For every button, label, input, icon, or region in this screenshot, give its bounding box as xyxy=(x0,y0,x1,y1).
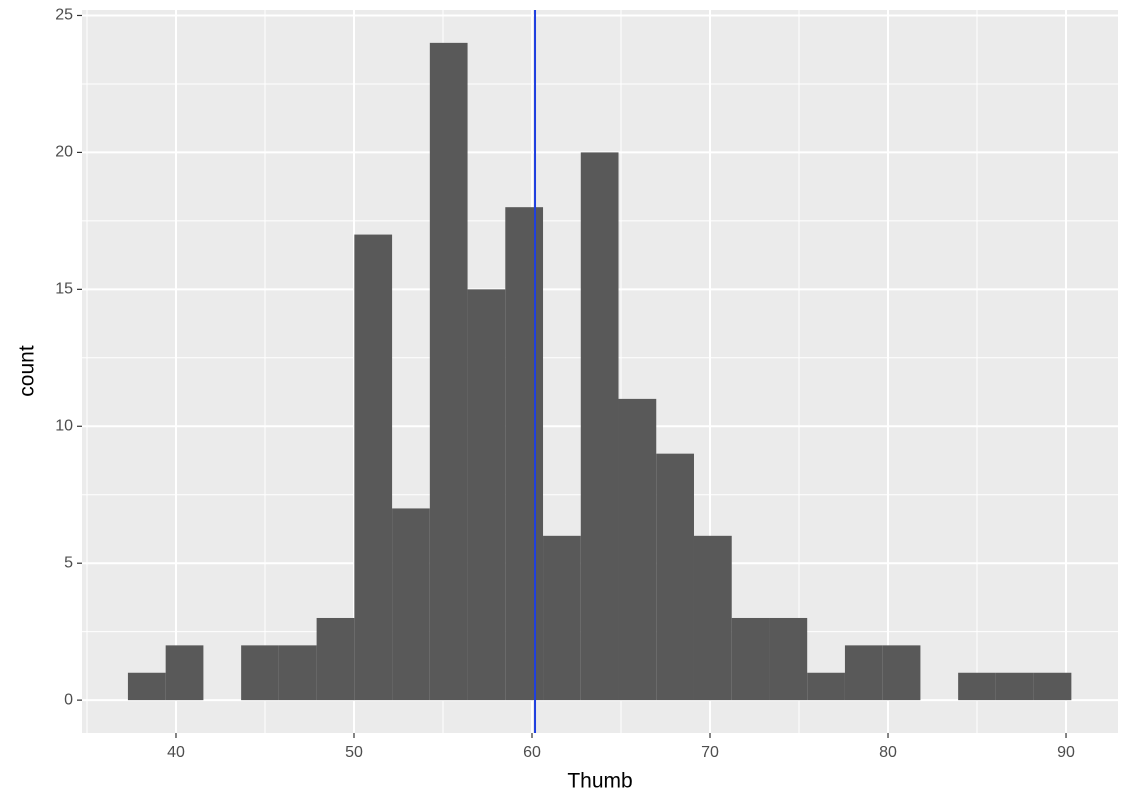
bar xyxy=(693,535,732,701)
bar xyxy=(429,42,468,701)
bar xyxy=(165,645,204,701)
x-tick-label: 50 xyxy=(345,744,363,761)
bar xyxy=(241,645,279,701)
bar xyxy=(543,535,581,701)
bar xyxy=(995,672,1034,701)
bar xyxy=(618,398,657,701)
y-tick-label: 20 xyxy=(55,144,73,161)
axes: 40 50 60 70 80 90 0 5 10 15 20 25 xyxy=(55,7,1075,762)
x-tick-label: 40 xyxy=(167,744,185,761)
bar xyxy=(1033,672,1072,701)
x-tick-label: 70 xyxy=(701,744,719,761)
bar xyxy=(731,617,770,701)
bar xyxy=(505,207,544,701)
y-tick-label: 25 xyxy=(55,7,73,24)
bars xyxy=(127,10,1072,733)
y-tick-label: 10 xyxy=(55,417,73,434)
bar xyxy=(354,234,393,701)
x-tick-label: 60 xyxy=(523,744,541,761)
bar xyxy=(769,617,808,701)
bar xyxy=(316,617,355,701)
bar xyxy=(392,508,430,701)
x-axis-title: Thumb xyxy=(567,770,632,793)
bar xyxy=(127,672,166,701)
bar xyxy=(882,645,921,701)
y-tick-label: 0 xyxy=(64,691,73,708)
bar xyxy=(580,152,619,701)
bar xyxy=(467,289,506,701)
bar xyxy=(807,672,845,701)
y-axis-title: count xyxy=(16,345,39,397)
bar xyxy=(958,672,996,701)
x-tick-label: 90 xyxy=(1057,744,1075,761)
y-tick-label: 15 xyxy=(55,281,73,298)
y-tick-label: 5 xyxy=(64,554,73,571)
x-tick-label: 80 xyxy=(879,744,897,761)
bar xyxy=(656,453,694,701)
bar xyxy=(278,645,317,701)
bar xyxy=(844,645,883,701)
